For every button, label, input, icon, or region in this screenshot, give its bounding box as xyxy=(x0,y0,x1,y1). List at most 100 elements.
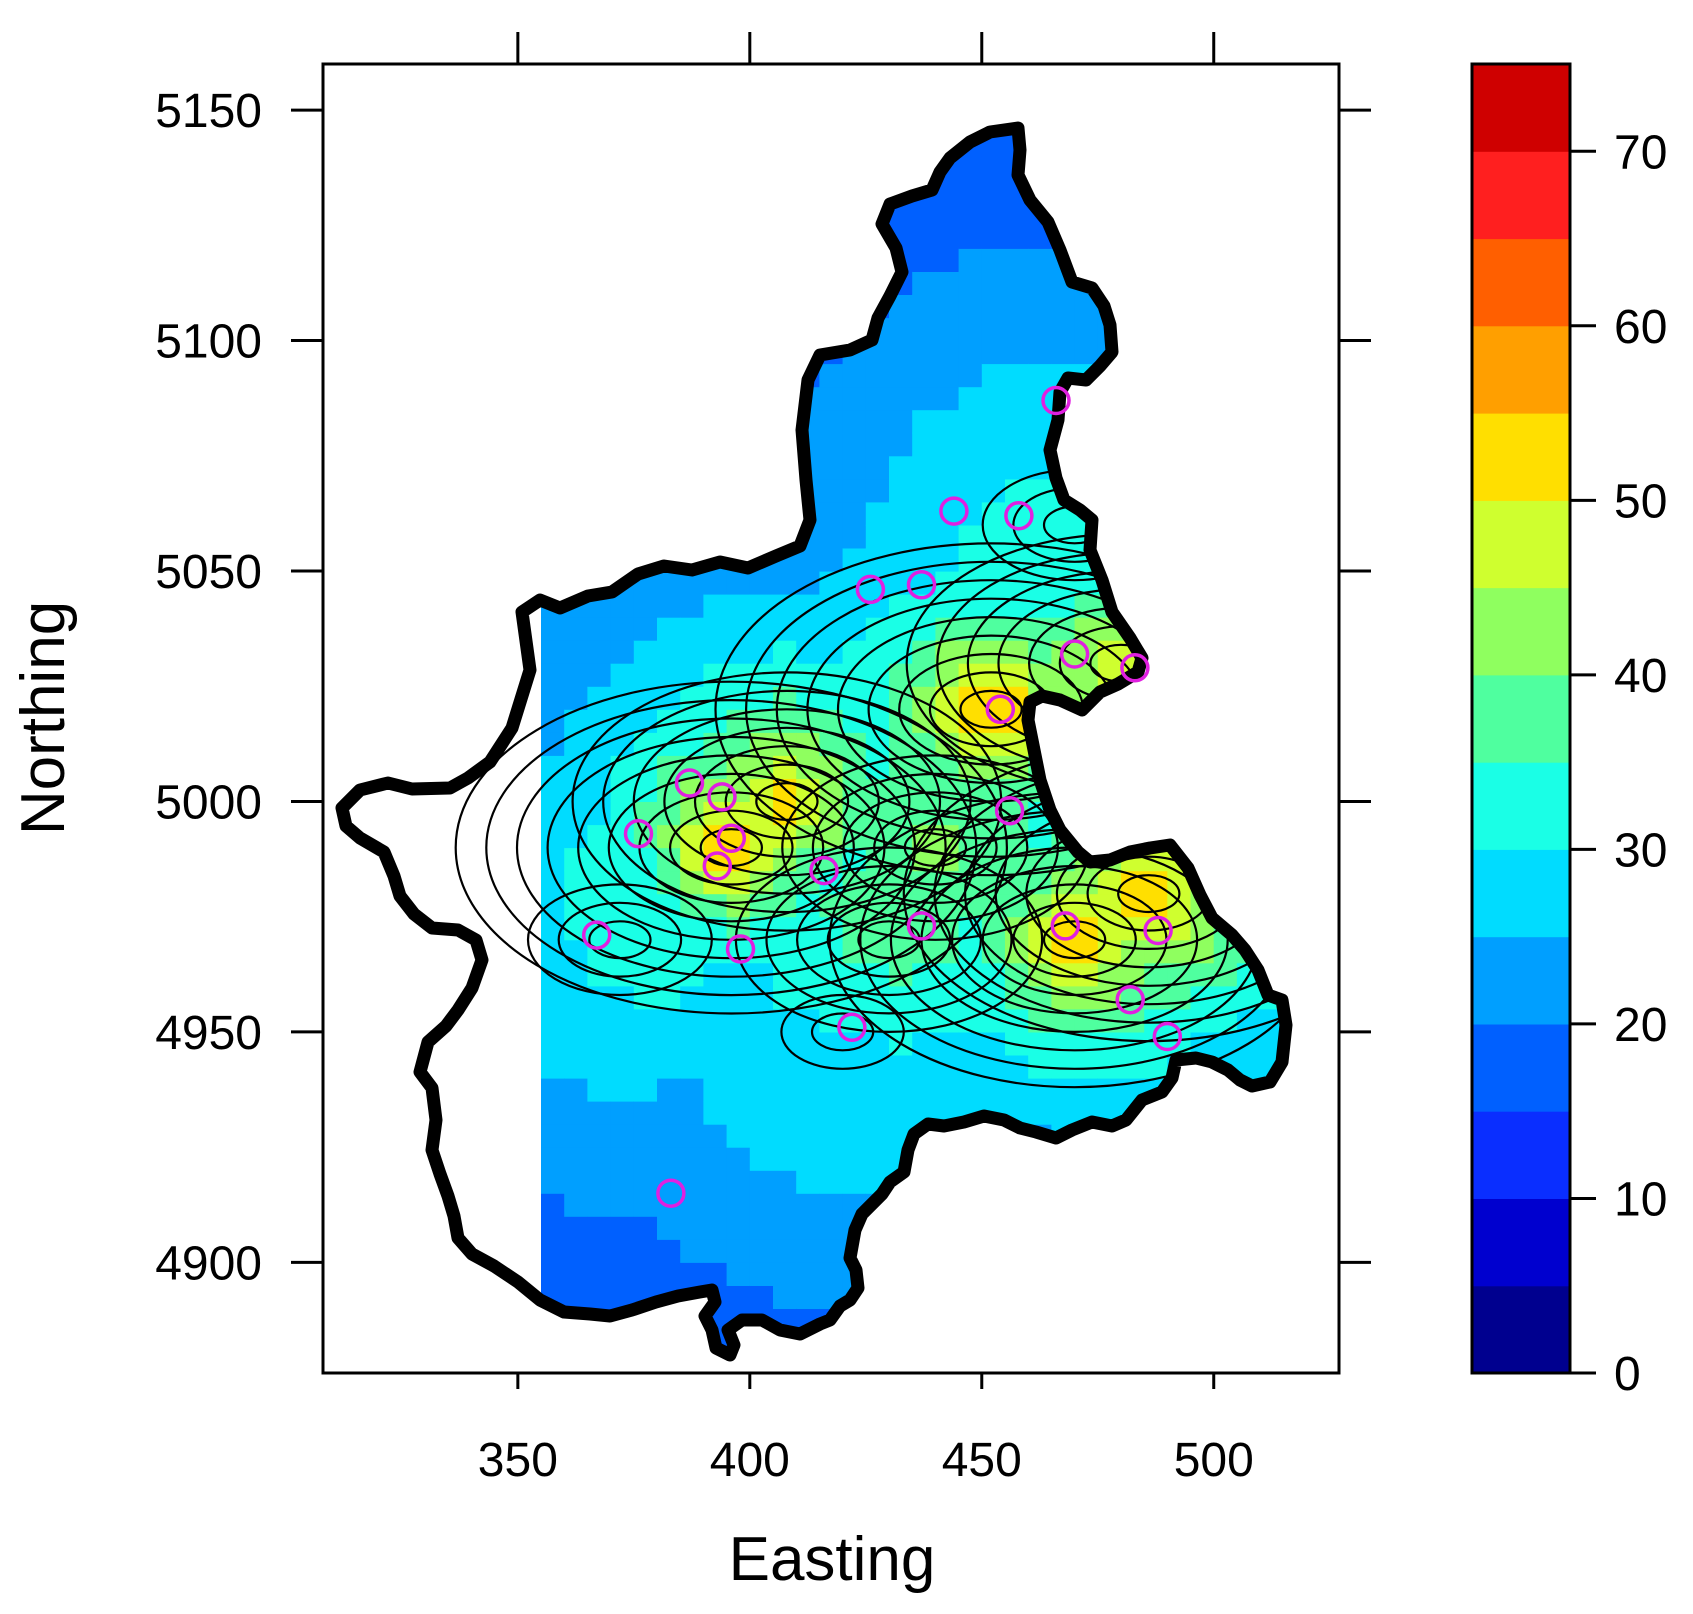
heatmap-cell xyxy=(680,179,704,203)
heatmap-cell xyxy=(703,478,728,503)
contour-line xyxy=(607,772,855,923)
heatmap-cell xyxy=(657,571,681,595)
heatmap-cell xyxy=(726,455,751,480)
heatmap-cell xyxy=(1307,617,1331,641)
heatmap-cell xyxy=(703,617,728,641)
heatmap-cell xyxy=(1236,1170,1261,1194)
heatmap-cell xyxy=(865,128,890,134)
heatmap-cell xyxy=(1075,87,1099,111)
heatmap-cell xyxy=(587,801,612,826)
heatmap-cell xyxy=(1236,386,1261,411)
heatmap-cell xyxy=(981,1147,1006,1171)
heatmap-cell xyxy=(773,571,797,595)
heatmap-cell xyxy=(587,1170,612,1194)
heatmap-cell xyxy=(1028,1239,1052,1263)
heatmap-cell xyxy=(749,1262,774,1286)
heatmap-cell xyxy=(912,128,936,134)
heatmap-cell xyxy=(633,455,658,480)
heatmap-cell xyxy=(726,640,751,664)
heatmap-cell xyxy=(1005,409,1029,434)
station-marker xyxy=(809,855,839,886)
heatmap-cell xyxy=(749,1239,774,1263)
heatmap-cell xyxy=(889,133,913,157)
heatmap-cell xyxy=(1213,501,1238,526)
heatmap-cell xyxy=(657,340,681,365)
heatmap-cell xyxy=(959,87,983,111)
heatmap-cell xyxy=(749,386,774,411)
station-marker xyxy=(1115,984,1145,1015)
heatmap-cell xyxy=(1121,1308,1145,1333)
heatmap-cell xyxy=(982,87,1006,111)
heatmap-cell xyxy=(1074,156,1099,180)
heatmap-cell xyxy=(981,1124,1006,1148)
heatmap-cell xyxy=(889,386,913,411)
heatmap-cell xyxy=(633,962,658,987)
heatmap-cell xyxy=(1121,225,1145,249)
heatmap-cell xyxy=(1307,594,1331,618)
heatmap-cell xyxy=(912,202,936,226)
heatmap-cell xyxy=(935,709,960,733)
heatmap-cell xyxy=(1051,156,1076,180)
heatmap-cell xyxy=(564,548,588,572)
heatmap-cell xyxy=(842,548,867,572)
heatmap-cell xyxy=(703,225,728,249)
heatmap-cell xyxy=(1121,732,1145,756)
heatmap-cell xyxy=(1307,1193,1331,1217)
heatmap-cell xyxy=(958,409,983,434)
heatmap-cell xyxy=(726,985,751,1010)
heatmap-cell xyxy=(1190,1170,1215,1194)
heatmap-cell xyxy=(564,409,588,434)
heatmap-cell xyxy=(1283,571,1286,595)
heatmap-cell xyxy=(726,1124,751,1148)
heatmap-cell xyxy=(1144,1239,1168,1263)
heatmap-cell xyxy=(865,133,890,157)
heatmap-cell xyxy=(773,1216,797,1240)
heatmap-cell xyxy=(1074,386,1099,411)
heatmap-cell xyxy=(958,478,983,503)
heatmap-cell xyxy=(1028,1078,1052,1102)
heatmap-cell xyxy=(703,1239,728,1263)
heatmap-cell xyxy=(564,133,588,157)
heatmap-cell xyxy=(1260,202,1284,226)
heatmap-cell xyxy=(819,617,844,641)
heatmap-cell xyxy=(1051,128,1076,134)
heatmap-cell xyxy=(1236,893,1261,918)
heatmap-cell xyxy=(1144,524,1168,549)
heatmap-cell xyxy=(1121,1216,1145,1240)
heatmap-cell xyxy=(865,1285,890,1309)
heatmap-cell xyxy=(1260,1193,1284,1217)
heatmap-cell xyxy=(703,1193,728,1217)
heatmap-cell xyxy=(657,1331,681,1355)
heatmap-cell xyxy=(564,1008,588,1033)
heatmap-cell xyxy=(726,128,751,134)
heatmap-cell xyxy=(1144,594,1168,618)
heatmap-cell xyxy=(912,271,936,295)
heatmap-cell xyxy=(1051,1285,1076,1309)
heatmap-cell xyxy=(1236,847,1261,872)
heatmap-cell xyxy=(587,1101,612,1125)
heatmap-cell xyxy=(842,801,867,826)
heatmap-cell xyxy=(1190,501,1215,526)
heatmap-cell xyxy=(796,801,820,826)
heatmap-cell xyxy=(796,594,820,618)
heatmap-cell xyxy=(935,432,960,457)
heatmap-cell xyxy=(1051,1193,1076,1217)
heatmap-cell xyxy=(1307,133,1331,157)
heatmap-cell xyxy=(1236,686,1261,710)
heatmap-cell xyxy=(1190,594,1215,618)
heatmap-cell xyxy=(842,179,867,203)
heatmap-cell xyxy=(564,225,588,249)
heatmap-cell xyxy=(981,202,1006,226)
heatmap-cell xyxy=(1236,179,1261,203)
heatmap-cell xyxy=(1167,663,1192,687)
heatmap-cell xyxy=(726,478,751,503)
heatmap-cell xyxy=(657,1124,681,1148)
heatmap-cell xyxy=(1028,1170,1052,1194)
heatmap-cell xyxy=(1167,156,1192,180)
heatmap-cell xyxy=(587,455,612,480)
heatmap-cell xyxy=(865,663,890,687)
heatmap-cell xyxy=(1121,386,1145,411)
heatmap-cell xyxy=(912,432,936,457)
heatmap-cell xyxy=(1028,133,1052,157)
heatmap-cell xyxy=(1190,985,1215,1010)
